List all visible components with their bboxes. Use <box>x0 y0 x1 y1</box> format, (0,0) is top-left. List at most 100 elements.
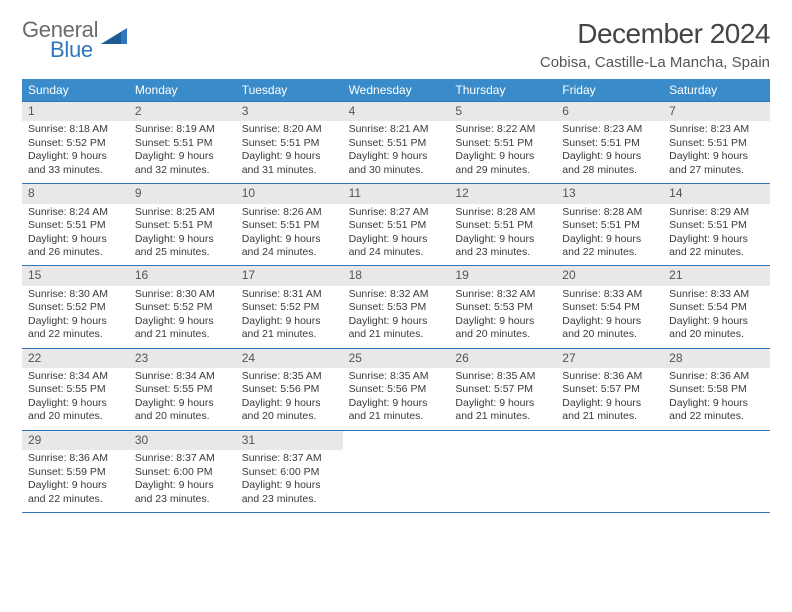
day-number: 28 <box>669 351 682 365</box>
day-cell: 15Sunrise: 8:30 AMSunset: 5:52 PMDayligh… <box>22 266 129 347</box>
sunrise-line: Sunrise: 8:28 AM <box>562 206 657 219</box>
calendar-grid: SundayMondayTuesdayWednesdayThursdayFrid… <box>22 79 770 513</box>
day-number-bar: 1 <box>22 102 129 121</box>
day-number: 27 <box>562 351 575 365</box>
daylight-line: Daylight: 9 hours and 27 minutes. <box>669 150 764 177</box>
daylight-line: Daylight: 9 hours and 21 minutes. <box>455 397 550 424</box>
location-text: Cobisa, Castille-La Mancha, Spain <box>540 54 770 71</box>
day-cell: 24Sunrise: 8:35 AMSunset: 5:56 PMDayligh… <box>236 349 343 430</box>
daylight-line: Daylight: 9 hours and 25 minutes. <box>135 233 230 260</box>
calendar-page: General Blue December 2024 Cobisa, Casti… <box>0 0 792 531</box>
daylight-line: Daylight: 9 hours and 26 minutes. <box>28 233 123 260</box>
sunrise-line: Sunrise: 8:37 AM <box>242 452 337 465</box>
sunrise-line: Sunrise: 8:36 AM <box>562 370 657 383</box>
daylight-line: Daylight: 9 hours and 22 minutes. <box>669 233 764 260</box>
day-number: 16 <box>135 268 148 282</box>
day-cell: 21Sunrise: 8:33 AMSunset: 5:54 PMDayligh… <box>663 266 770 347</box>
daylight-line: Daylight: 9 hours and 23 minutes. <box>242 479 337 506</box>
sunrise-line: Sunrise: 8:23 AM <box>669 123 764 136</box>
day-cell: 13Sunrise: 8:28 AMSunset: 5:51 PMDayligh… <box>556 184 663 265</box>
title-block: December 2024 Cobisa, Castille-La Mancha… <box>540 18 770 71</box>
sunset-line: Sunset: 5:54 PM <box>562 301 657 314</box>
daylight-line: Daylight: 9 hours and 20 minutes. <box>28 397 123 424</box>
sunrise-line: Sunrise: 8:36 AM <box>28 452 123 465</box>
weekday-header: Sunday <box>22 79 129 101</box>
daylight-line: Daylight: 9 hours and 31 minutes. <box>242 150 337 177</box>
sunset-line: Sunset: 5:51 PM <box>562 219 657 232</box>
daylight-line: Daylight: 9 hours and 20 minutes. <box>135 397 230 424</box>
sunset-line: Sunset: 5:51 PM <box>455 137 550 150</box>
day-number-bar: 21 <box>663 266 770 285</box>
day-number-bar: 30 <box>129 431 236 450</box>
day-number: 24 <box>242 351 255 365</box>
day-number: 18 <box>349 268 362 282</box>
day-number: 17 <box>242 268 255 282</box>
weekday-header: Wednesday <box>343 79 450 101</box>
day-number: 15 <box>28 268 41 282</box>
daylight-line: Daylight: 9 hours and 24 minutes. <box>349 233 444 260</box>
sunset-line: Sunset: 5:51 PM <box>669 137 764 150</box>
week-row: 1Sunrise: 8:18 AMSunset: 5:52 PMDaylight… <box>22 101 770 183</box>
sunset-line: Sunset: 6:00 PM <box>135 466 230 479</box>
day-number: 8 <box>28 186 35 200</box>
daylight-line: Daylight: 9 hours and 21 minutes. <box>349 315 444 342</box>
daylight-line: Daylight: 9 hours and 29 minutes. <box>455 150 550 177</box>
header: General Blue December 2024 Cobisa, Casti… <box>22 18 770 71</box>
sunrise-line: Sunrise: 8:34 AM <box>28 370 123 383</box>
daylight-line: Daylight: 9 hours and 22 minutes. <box>28 315 123 342</box>
sunset-line: Sunset: 5:54 PM <box>669 301 764 314</box>
weekday-header: Thursday <box>449 79 556 101</box>
day-number-bar: 20 <box>556 266 663 285</box>
day-cell: 29Sunrise: 8:36 AMSunset: 5:59 PMDayligh… <box>22 431 129 512</box>
day-cell: 23Sunrise: 8:34 AMSunset: 5:55 PMDayligh… <box>129 349 236 430</box>
sunrise-line: Sunrise: 8:34 AM <box>135 370 230 383</box>
day-number: 6 <box>562 104 569 118</box>
sunset-line: Sunset: 5:57 PM <box>562 383 657 396</box>
weekday-header: Tuesday <box>236 79 343 101</box>
day-number-bar: 31 <box>236 431 343 450</box>
brand-logo: General Blue <box>22 20 127 60</box>
sunset-line: Sunset: 6:00 PM <box>242 466 337 479</box>
daylight-line: Daylight: 9 hours and 23 minutes. <box>455 233 550 260</box>
day-number: 21 <box>669 268 682 282</box>
daylight-line: Daylight: 9 hours and 21 minutes. <box>135 315 230 342</box>
day-number: 31 <box>242 433 255 447</box>
day-number-bar: 17 <box>236 266 343 285</box>
week-row: 22Sunrise: 8:34 AMSunset: 5:55 PMDayligh… <box>22 348 770 430</box>
sunset-line: Sunset: 5:51 PM <box>455 219 550 232</box>
day-number: 13 <box>562 186 575 200</box>
sunrise-line: Sunrise: 8:30 AM <box>135 288 230 301</box>
sunset-line: Sunset: 5:53 PM <box>349 301 444 314</box>
day-cell: 31 Sunrise: 8:37 AMSunset: 6:00 PMDayligh… <box>236 431 343 512</box>
day-cell: 6Sunrise: 8:23 AMSunset: 5:51 PMDaylight… <box>556 102 663 183</box>
sunrise-line: Sunrise: 8:21 AM <box>349 123 444 136</box>
sunset-line: Sunset: 5:53 PM <box>455 301 550 314</box>
sunrise-line: Sunrise: 8:30 AM <box>28 288 123 301</box>
day-cell: 17Sunrise: 8:31 AMSunset: 5:52 PMDayligh… <box>236 266 343 347</box>
sunrise-line: Sunrise: 8:20 AM <box>242 123 337 136</box>
weekday-header-row: SundayMondayTuesdayWednesdayThursdayFrid… <box>22 79 770 101</box>
sunset-line: Sunset: 5:51 PM <box>349 219 444 232</box>
sunrise-line: Sunrise: 8:35 AM <box>242 370 337 383</box>
day-cell: 22Sunrise: 8:34 AMSunset: 5:55 PMDayligh… <box>22 349 129 430</box>
day-number-bar: 4 <box>343 102 450 121</box>
sunrise-line: Sunrise: 8:23 AM <box>562 123 657 136</box>
day-cell-empty <box>556 431 663 512</box>
sunset-line: Sunset: 5:59 PM <box>28 466 123 479</box>
sunrise-line: Sunrise: 8:33 AM <box>562 288 657 301</box>
weekday-header: Friday <box>556 79 663 101</box>
sunrise-line: Sunrise: 8:19 AM <box>135 123 230 136</box>
day-number: 25 <box>349 351 362 365</box>
day-number-bar: 24 <box>236 349 343 368</box>
day-number-bar: 9 <box>129 184 236 203</box>
month-title: December 2024 <box>540 18 770 50</box>
day-cell: 7Sunrise: 8:23 AMSunset: 5:51 PMDaylight… <box>663 102 770 183</box>
daylight-line: Daylight: 9 hours and 20 minutes. <box>455 315 550 342</box>
day-number-bar: 11 <box>343 184 450 203</box>
sunrise-line: Sunrise: 8:36 AM <box>669 370 764 383</box>
day-cell: 1Sunrise: 8:18 AMSunset: 5:52 PMDaylight… <box>22 102 129 183</box>
sunset-line: Sunset: 5:55 PM <box>28 383 123 396</box>
day-number: 11 <box>349 186 361 200</box>
sunrise-line: Sunrise: 8:24 AM <box>28 206 123 219</box>
sunrise-line: Sunrise: 8:29 AM <box>669 206 764 219</box>
